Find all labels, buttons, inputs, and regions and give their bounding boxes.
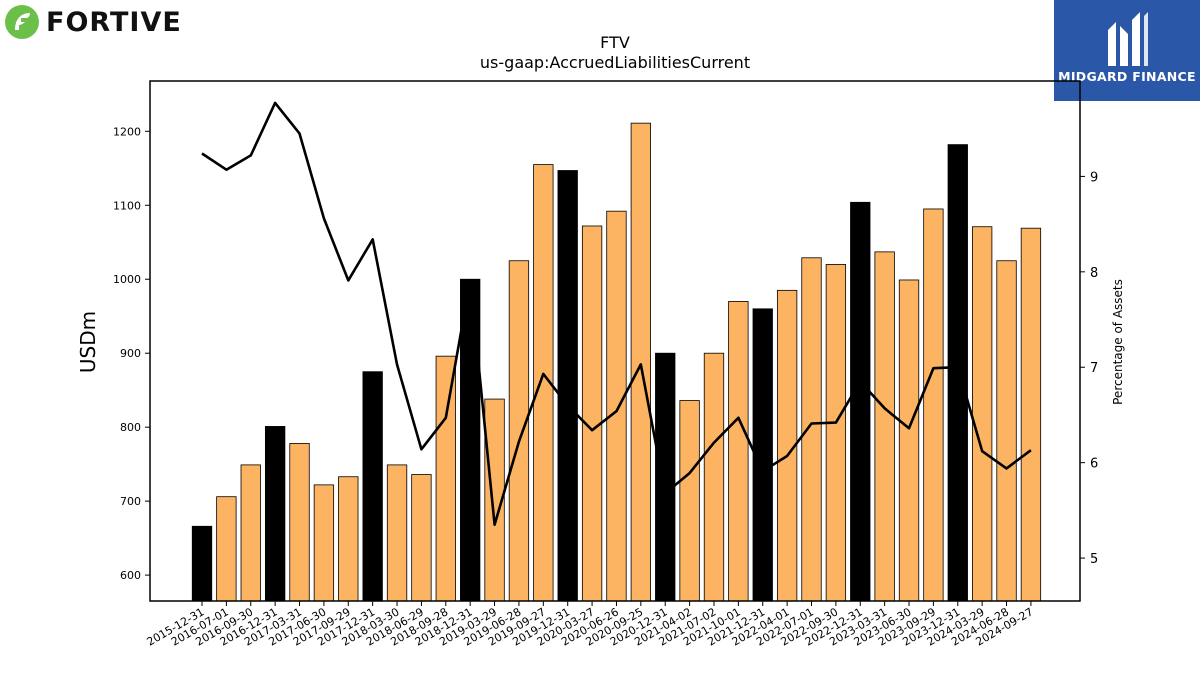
bar-2020-09-25 xyxy=(630,122,651,602)
bar-2017-12-31 xyxy=(362,371,383,602)
bar-2022-07-01 xyxy=(801,257,822,602)
bar-2020-06-26 xyxy=(606,210,627,602)
bar-2022-12-31 xyxy=(850,201,871,602)
bar-2024-03-29 xyxy=(972,226,993,602)
y-tick-label: 1000 xyxy=(113,273,141,286)
bar-2018-09-28 xyxy=(435,355,456,602)
y2-tick-label: 9 xyxy=(1090,170,1098,185)
y-tick-label: 800 xyxy=(120,421,141,434)
bar-2022-09-30 xyxy=(825,264,847,602)
y-tick-label: 1200 xyxy=(113,125,141,138)
bar-2023-06-30 xyxy=(898,279,920,602)
bar-2019-06-28 xyxy=(508,260,530,602)
y-tick-label: 1100 xyxy=(113,199,141,212)
bar-2016-07-01 xyxy=(216,496,237,602)
bar-2024-06-28 xyxy=(996,260,1017,602)
bar-2015-12-31 xyxy=(191,525,213,602)
bar-2016-09-30 xyxy=(240,464,261,602)
fortive-leaf-icon xyxy=(5,5,39,39)
bar-2017-09-29 xyxy=(338,476,359,602)
bar-2021-07-02 xyxy=(703,352,725,602)
y-axis-right: 5 6 7 8 9 xyxy=(1080,170,1098,567)
y2-tick-label: 6 xyxy=(1090,457,1098,472)
line-percentage-of-assets xyxy=(201,101,1032,527)
y-tick-label: 700 xyxy=(120,495,141,508)
bar-2021-10-01 xyxy=(728,301,749,602)
bar-2018-12-31 xyxy=(460,278,481,602)
midgard-wordmark: MIDGARD FINANCE xyxy=(1058,69,1196,84)
chart-subtitle: us-gaap:AccruedLiabilitiesCurrent xyxy=(480,53,750,72)
chart-title: FTV xyxy=(600,33,630,52)
y2-tick-label: 5 xyxy=(1090,552,1098,567)
fortive-wordmark: FORTIVE xyxy=(46,6,182,38)
y-axis-label: USDm xyxy=(76,311,100,373)
y-tick-label: 600 xyxy=(120,569,141,582)
bar-2020-03-27 xyxy=(581,225,603,602)
bar-2019-12-31 xyxy=(557,170,578,602)
y2-axis-label: Percentage of Assets xyxy=(1111,279,1125,405)
midgard-finance-logo: MIDGARD FINANCE xyxy=(1054,0,1200,101)
y-axis-left: 600 700 800 900 1000 1100 1200 xyxy=(113,125,150,582)
fortive-logo: FORTIVE xyxy=(4,4,182,40)
y-tick-label: 900 xyxy=(120,347,141,360)
bar-2016-12-31 xyxy=(264,426,286,602)
bar-2024-09-27 xyxy=(1020,227,1042,602)
bar-2021-04-02 xyxy=(679,400,700,602)
bar-2017-03-31 xyxy=(289,443,310,602)
bar-2023-12-31 xyxy=(947,144,968,602)
y2-tick-label: 8 xyxy=(1090,266,1098,281)
bar-series xyxy=(191,122,1042,602)
bar-2018-03-30 xyxy=(386,464,408,602)
bar-2023-03-31 xyxy=(874,251,895,602)
line-series xyxy=(201,101,1032,527)
bar-2020-12-31 xyxy=(655,352,676,602)
bar-2017-06-30 xyxy=(313,484,335,602)
x-axis: 2015-12-312016-07-012016-09-302016-12-31… xyxy=(145,601,1035,649)
plot-frame xyxy=(149,80,1081,602)
bar-2018-06-29 xyxy=(411,474,432,602)
y2-tick-label: 7 xyxy=(1090,361,1098,376)
bar-2023-09-29 xyxy=(923,208,944,602)
midgard-m-icon xyxy=(1108,12,1148,66)
